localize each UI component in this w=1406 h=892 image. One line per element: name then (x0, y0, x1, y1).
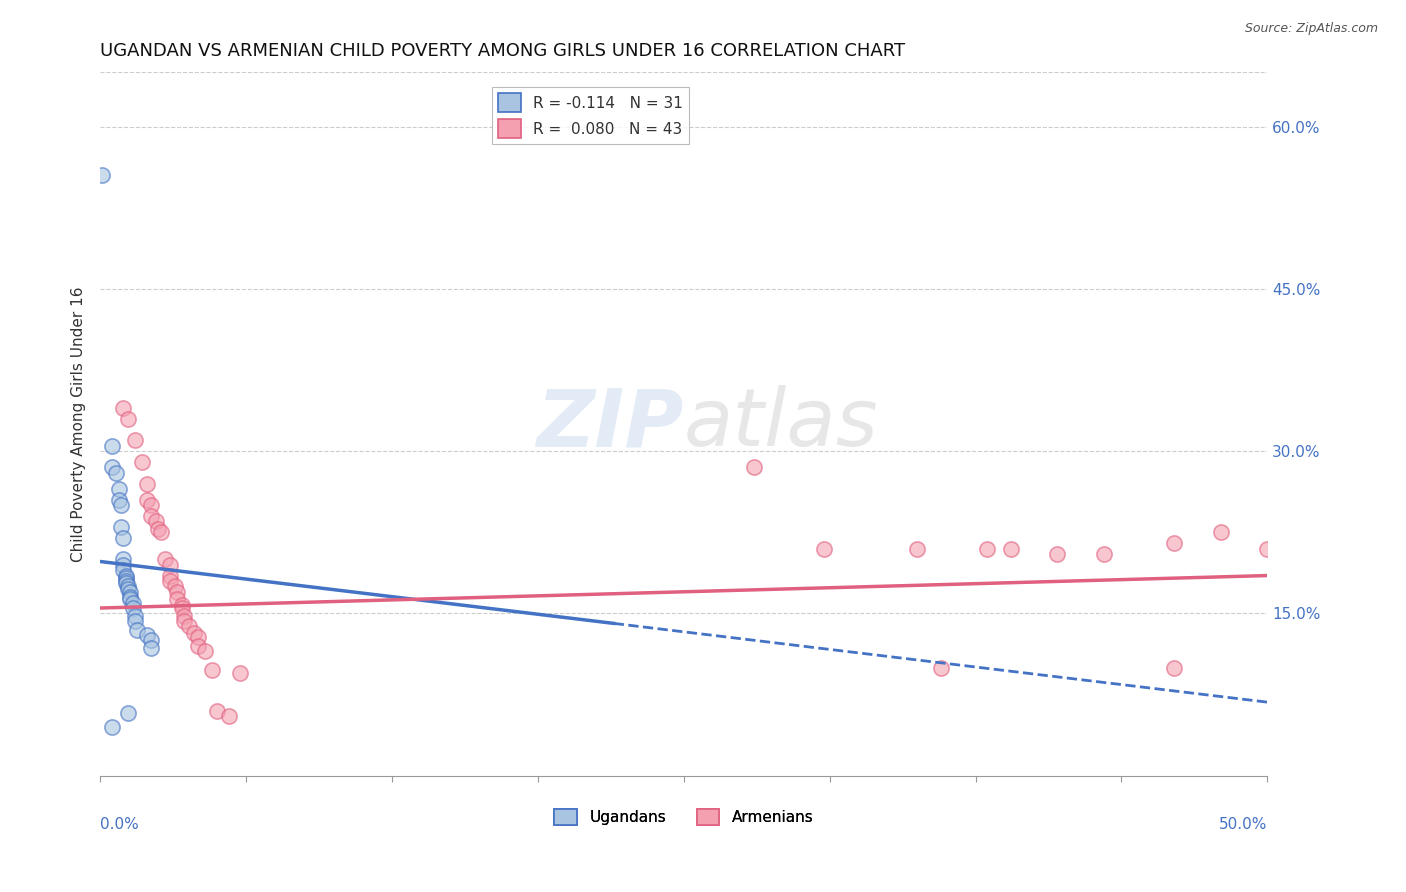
Point (159, 558, 181, 572)
Point (120, 592, 142, 607)
Point (166, 584, 188, 599)
Point (101, 460, 124, 475)
Point (114, 574, 136, 588)
Point (201, 663, 224, 677)
Point (124, 614, 146, 628)
Point (141, 498, 163, 512)
Point (205, 704, 228, 718)
Point (905, 541, 928, 556)
Text: atlas: atlas (683, 385, 879, 463)
Text: 0.0%: 0.0% (100, 817, 139, 832)
Point (135, 628, 157, 642)
Point (141, 509, 163, 524)
Point (141, 641, 163, 656)
Point (183, 626, 205, 640)
Point (1163, 660, 1185, 674)
Point (120, 584, 142, 599)
Point (155, 552, 177, 566)
Point (112, 531, 135, 545)
Point (120, 591, 142, 605)
Text: Source: ZipAtlas.com: Source: ZipAtlas.com (1244, 22, 1378, 36)
Point (1163, 536, 1185, 550)
Point (187, 639, 209, 653)
Point (194, 644, 217, 658)
Point (229, 665, 252, 680)
Point (218, 709, 240, 723)
Point (170, 598, 193, 612)
Point (121, 596, 143, 610)
Point (112, 552, 135, 566)
Legend: Ugandans, Armenians: Ugandans, Armenians (548, 803, 820, 831)
Point (112, 558, 135, 572)
Point (145, 515, 167, 529)
Point (124, 608, 146, 623)
Point (1209, 525, 1232, 540)
Point (127, 623, 149, 637)
Point (117, 579, 139, 593)
Point (91, 168, 114, 182)
Text: UGANDAN VS ARMENIAN CHILD POVERTY AMONG GIRLS UNDER 16 CORRELATION CHART: UGANDAN VS ARMENIAN CHILD POVERTY AMONG … (100, 42, 905, 60)
Point (107, 492, 129, 507)
Point (117, 582, 139, 596)
Point (124, 434, 146, 448)
Point (173, 614, 195, 628)
Point (149, 525, 172, 540)
Point (141, 633, 163, 648)
Point (976, 541, 998, 556)
Point (1000, 541, 1022, 556)
Point (117, 411, 139, 425)
Point (1092, 547, 1115, 561)
Point (121, 601, 143, 615)
Point (114, 571, 136, 585)
Point (813, 541, 835, 556)
Point (110, 498, 132, 512)
Point (177, 619, 200, 633)
Point (114, 568, 136, 582)
Point (131, 455, 153, 469)
Point (112, 563, 135, 577)
Point (173, 608, 195, 623)
Point (159, 574, 181, 588)
Point (1256, 541, 1278, 556)
Point (929, 660, 952, 674)
Point (135, 476, 157, 491)
Point (166, 592, 188, 607)
Point (110, 520, 132, 534)
Point (117, 706, 139, 720)
Point (187, 630, 209, 644)
Point (170, 601, 193, 615)
Point (101, 439, 124, 453)
Point (742, 460, 765, 475)
Point (101, 720, 124, 734)
Point (148, 522, 170, 536)
Point (112, 401, 135, 415)
Text: ZIP: ZIP (536, 385, 683, 463)
Point (1046, 547, 1069, 561)
Point (135, 492, 157, 507)
Y-axis label: Child Poverty Among Girls Under 16: Child Poverty Among Girls Under 16 (72, 286, 86, 562)
Text: 50.0%: 50.0% (1219, 817, 1267, 832)
Point (105, 466, 128, 480)
Point (159, 568, 181, 582)
Point (107, 482, 129, 496)
Point (163, 579, 186, 593)
Point (114, 576, 136, 591)
